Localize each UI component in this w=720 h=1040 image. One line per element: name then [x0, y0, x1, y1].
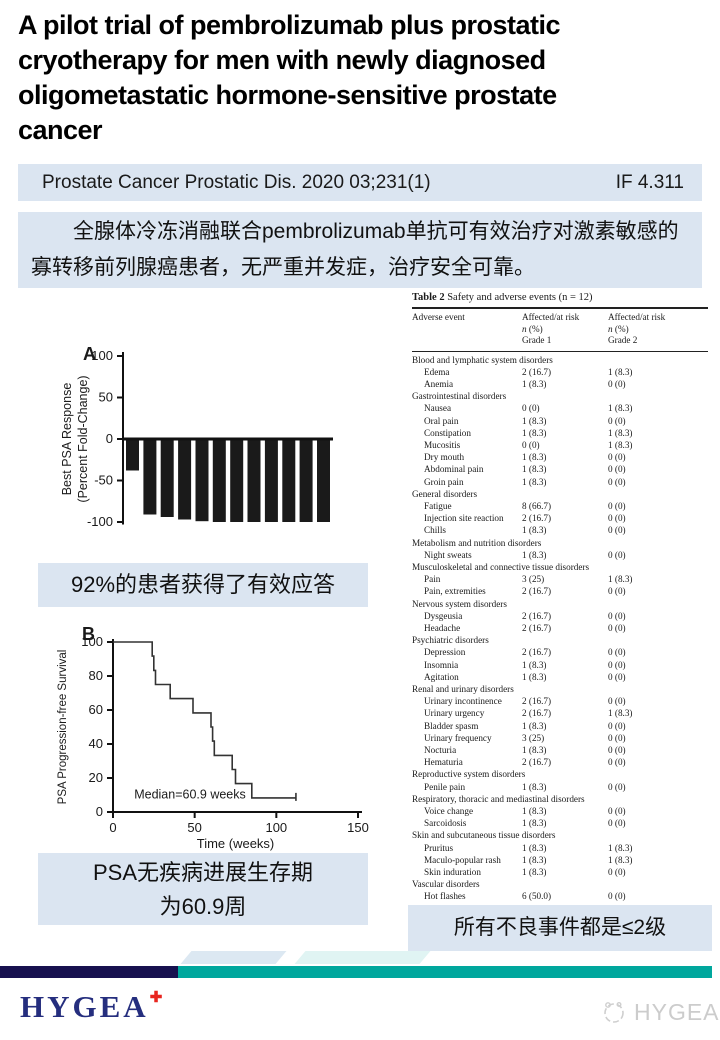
svg-text:0: 0	[109, 820, 116, 835]
table-col3-header: Affected/at risk n (%) Grade 2	[608, 312, 666, 345]
journal-citation: Prostate Cancer Prostatic Dis. 2020 03;2…	[42, 171, 431, 193]
svg-text:50: 50	[99, 390, 113, 405]
adverse-events-table: Table 2 Safety and adverse events (n = 1…	[412, 290, 708, 908]
table-row: Vascular disorders	[412, 879, 480, 890]
table-row: Psychiatric disorders	[412, 635, 489, 646]
table-row: Constipation 1 (8.3) 1 (8.3)	[424, 427, 633, 438]
svg-text:100: 100	[265, 820, 287, 835]
table-row: Skin induration 1 (8.3) 0 (0)	[424, 867, 626, 878]
svg-text:100: 100	[91, 348, 113, 363]
table-row: Mucositis 0 (0) 1 (8.3)	[424, 439, 633, 450]
table-col1-header: Adverse event	[412, 312, 465, 322]
table-row: Nervous system disorders	[412, 598, 507, 609]
table-row: Nausea 0 (0) 1 (8.3)	[424, 403, 633, 414]
red-cross-icon: ✚	[149, 990, 163, 1006]
table-body: Blood and lymphatic system disorders Edem…	[412, 352, 708, 908]
table-row: Sarcoidosis 1 (8.3) 0 (0)	[424, 818, 626, 829]
svg-text:A: A	[83, 344, 96, 364]
caption-response: 92%的患者获得了有效应答	[38, 563, 368, 607]
table-row: Chills 1 (8.3) 0 (0)	[424, 525, 626, 536]
table-row: Hot flashes 6 (50.0) 0 (0)	[424, 891, 626, 902]
svg-text:100: 100	[81, 634, 103, 649]
table-row: Night sweats 1 (8.3) 0 (0)	[424, 549, 626, 560]
impact-factor: IF 4.311	[615, 171, 684, 193]
table-row: Pain 3 (25) 1 (8.3)	[424, 574, 633, 585]
table-row: Gastrointestinal disorders	[412, 391, 507, 402]
table-row: Renal and urinary disorders	[412, 683, 514, 694]
table-row: Urinary frequency 3 (25) 0 (0)	[424, 732, 626, 743]
paper-title: A pilot trial of pembrolizumab plus pros…	[18, 8, 666, 148]
table-row: Insomnia 1 (8.3) 0 (0)	[424, 659, 626, 670]
table-row: Dry mouth 1 (8.3) 0 (0)	[424, 452, 626, 463]
paper-title-line: cryotherapy for men with newly diagnosed	[18, 45, 546, 75]
svg-text:40: 40	[89, 736, 103, 751]
svg-text:60: 60	[89, 702, 103, 717]
footer-decor-sliver	[180, 951, 287, 964]
svg-text:-100: -100	[87, 514, 113, 529]
table-row: Pruritus 1 (8.3) 1 (8.3)	[424, 842, 633, 853]
table-row: Pain, extremities 2 (16.7) 0 (0)	[424, 586, 626, 597]
table-col2-header: Affected/at risk n (%) Grade 1	[522, 312, 580, 345]
table-row: Voice change 1 (8.3) 0 (0)	[424, 806, 626, 817]
table-row: General disorders	[412, 488, 478, 499]
svg-text:150: 150	[347, 820, 369, 835]
table-row: Oral pain 1 (8.3) 0 (0)	[424, 415, 626, 426]
summary-text: 全腺体冷冻消融联合pembrolizumab单抗可有效治疗对激素敏感的寡转移前列…	[31, 220, 679, 279]
table-row: Agitation 1 (8.3) 0 (0)	[424, 671, 626, 682]
table-row: Blood and lymphatic system disorders	[412, 354, 553, 365]
table-row: Edema 2 (16.7) 1 (8.3)	[424, 366, 633, 377]
svg-text:80: 80	[89, 668, 103, 683]
table-row: Urinary urgency 2 (16.7) 1 (8.3)	[424, 708, 633, 719]
table-header: Adverse event Affected/at risk n (%) Grade…	[412, 307, 708, 352]
hygea-watermark: HYGEA	[600, 998, 720, 1026]
table-row: Headache 2 (16.7) 0 (0)	[424, 622, 626, 633]
svg-text:20: 20	[89, 770, 103, 785]
caption-survival: PSA无疾病进展生存期 为60.9周	[38, 853, 368, 925]
table-row: Depression 2 (16.7) 0 (0)	[424, 647, 626, 658]
svg-text:Median=60.9 weeks: Median=60.9 weeks	[134, 787, 246, 801]
footer-decor-sliver	[294, 951, 431, 964]
table-row: Skin and subcutaneous tissue disorders	[412, 830, 556, 841]
table-title: Table 2 Safety and adverse events (n = 1…	[412, 292, 593, 303]
svg-text:Best PSA Response: Best PSA Response	[60, 383, 74, 496]
svg-text:(Percent Fold-Change): (Percent Fold-Change)	[76, 375, 90, 502]
footer-teal-bar	[178, 966, 712, 978]
km-curve-psa-progression-free-survival: B 0 20 40 60 80 100 0 50 100 150 Time (weeks) PSA Pr…	[57, 624, 369, 851]
table-row: Nocturia 1 (8.3) 0 (0)	[424, 745, 626, 755]
svg-text:0: 0	[96, 804, 103, 819]
table-row: Respiratory, thoracic and mediastinal di…	[412, 793, 585, 804]
svg-text:0: 0	[106, 431, 113, 446]
table-row: Bladder spasm 1 (8.3) 0 (0)	[424, 720, 626, 731]
table-row: Abdominal pain 1 (8.3) 0 (0)	[424, 464, 626, 475]
table-row: Maculo-popular rash 1 (8.3) 1 (8.3)	[424, 854, 633, 865]
table-row: Fatigue 8 (66.7) 0 (0)	[424, 500, 626, 511]
svg-text:B: B	[82, 624, 95, 644]
journal-citation-bar: Prostate Cancer Prostatic Dis. 2020 03;2…	[18, 164, 702, 201]
footer-navy-bar	[0, 966, 178, 978]
svg-text:50: 50	[187, 820, 201, 835]
paper-title-line: oligometastatic hormone-sensitive prosta…	[18, 80, 557, 110]
table-row: Dysgeusia 2 (16.7) 0 (0)	[424, 610, 626, 621]
summary-box: 全腺体冷冻消融联合pembrolizumab单抗可有效治疗对激素敏感的寡转移前列…	[18, 212, 702, 288]
table-row: Injection site reaction 2 (16.7) 0 (0)	[424, 513, 626, 524]
table-row: Penile pain 1 (8.3) 0 (0)	[424, 781, 626, 792]
svg-text:PSA Progression-free Survival: PSA Progression-free Survival	[57, 650, 69, 805]
table-row: Anemia 1 (8.3) 0 (0)	[424, 378, 626, 389]
table-row: Urinary incontinence 2 (16.7) 0 (0)	[424, 696, 626, 707]
caption-adverse-events: 所有不良事件都是≤2级	[408, 905, 712, 951]
table-row: Reproductive system disorders	[412, 769, 526, 780]
paper-title-line: cancer	[18, 115, 103, 145]
table-row: Metabolism and nutrition disorders	[412, 537, 542, 548]
svg-text:-50: -50	[94, 473, 113, 488]
watermark-animal-icon	[604, 1001, 624, 1023]
table-row: Musculoskeletal and connective tissue di…	[412, 561, 590, 572]
table-row: Hematuria 2 (16.7) 0 (0)	[424, 757, 626, 768]
hygea-logo: HYGEA✚	[20, 989, 163, 1024]
paper-title-line: A pilot trial of pembrolizumab plus pros…	[18, 10, 561, 40]
svg-text:Time (weeks): Time (weeks)	[197, 836, 275, 851]
table-row: Groin pain 1 (8.3) 0 (0)	[424, 476, 626, 487]
